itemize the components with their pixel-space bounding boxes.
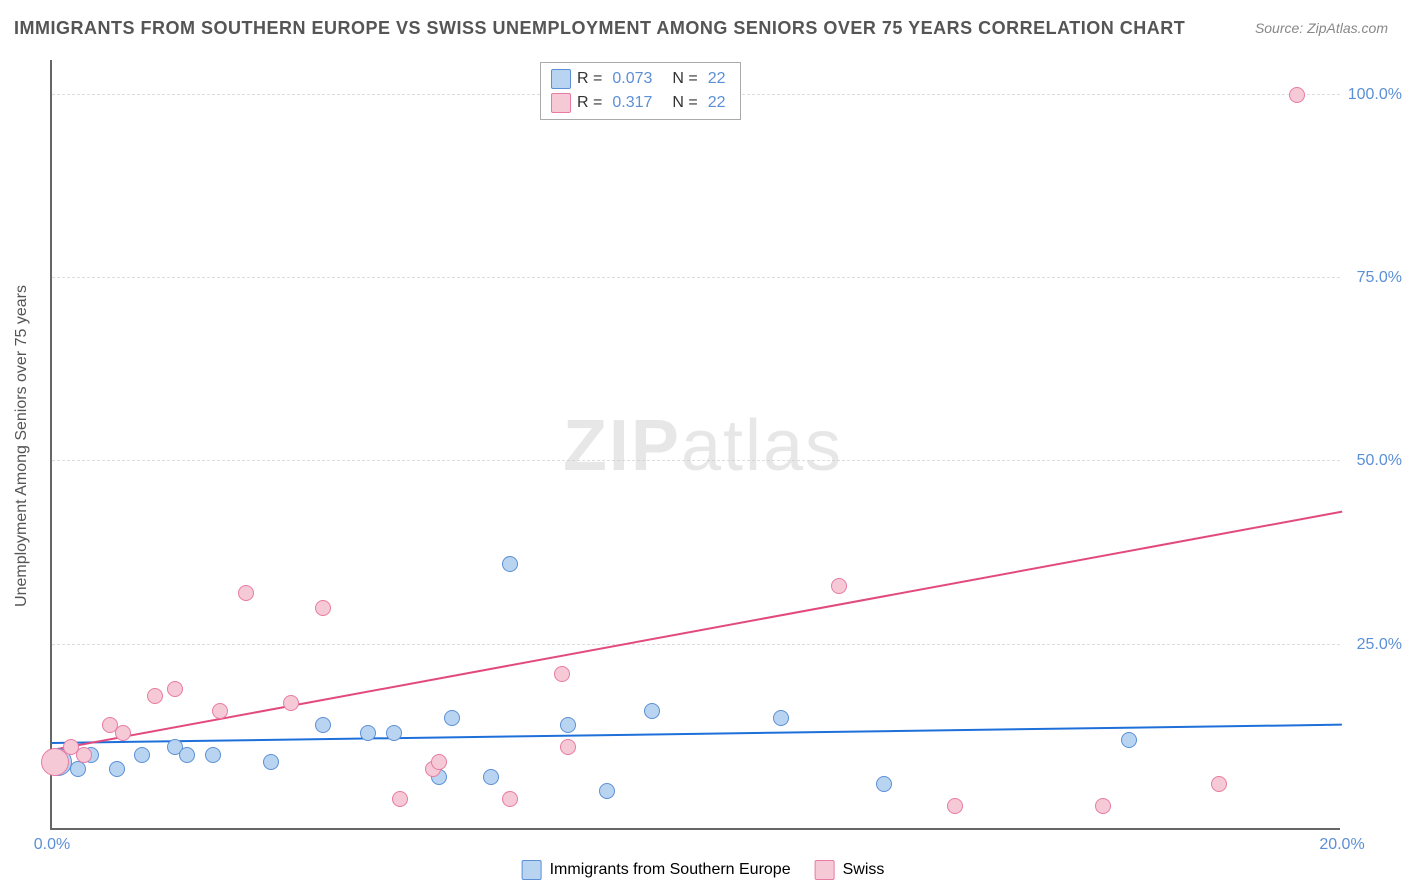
data-point <box>205 747 221 763</box>
source-label: Source: ZipAtlas.com <box>1255 20 1388 36</box>
data-point <box>773 710 789 726</box>
legend-swatch <box>815 860 835 880</box>
plot-area: 25.0%50.0%75.0%100.0%0.0%20.0% <box>50 60 1340 830</box>
data-point <box>315 600 331 616</box>
legend-swatch <box>551 93 571 113</box>
legend-n-value: 22 <box>704 94 730 112</box>
series-legend: Immigrants from Southern Europe Swiss <box>522 860 885 880</box>
data-point <box>1095 798 1111 814</box>
legend-r-value: 0.317 <box>608 94 656 112</box>
data-point <box>1211 776 1227 792</box>
data-point <box>315 717 331 733</box>
data-point <box>444 710 460 726</box>
data-point <box>179 747 195 763</box>
legend-r-value: 0.073 <box>608 70 656 88</box>
legend-swatch <box>522 860 542 880</box>
data-point <box>599 783 615 799</box>
trend-line <box>52 723 1342 743</box>
data-point <box>1289 87 1305 103</box>
data-point <box>554 666 570 682</box>
legend-item: Immigrants from Southern Europe <box>522 860 791 880</box>
y-tick-label: 100.0% <box>1348 86 1402 104</box>
data-point <box>360 725 376 741</box>
data-point <box>560 717 576 733</box>
legend-swatch <box>551 69 571 89</box>
y-tick-label: 50.0% <box>1357 452 1402 470</box>
x-tick-label: 0.0% <box>34 836 70 854</box>
data-point <box>70 761 86 777</box>
data-point <box>876 776 892 792</box>
data-point <box>483 769 499 785</box>
data-point <box>238 585 254 601</box>
data-point <box>212 703 228 719</box>
chart-title: IMMIGRANTS FROM SOUTHERN EUROPE VS SWISS… <box>14 18 1185 39</box>
data-point <box>76 747 92 763</box>
data-point <box>167 681 183 697</box>
data-point <box>947 798 963 814</box>
data-point <box>263 754 279 770</box>
data-point <box>431 754 447 770</box>
legend-n-label: N = <box>672 70 697 88</box>
legend-row: R = 0.073 N = 22 <box>551 67 730 91</box>
data-point <box>560 739 576 755</box>
data-point <box>644 703 660 719</box>
data-point <box>386 725 402 741</box>
data-point <box>283 695 299 711</box>
data-point <box>502 556 518 572</box>
legend-item: Swiss <box>815 860 885 880</box>
y-axis-label: Unemployment Among Seniors over 75 years <box>13 285 31 607</box>
gridline <box>52 277 1340 278</box>
data-point <box>115 725 131 741</box>
legend-row: R = 0.317 N = 22 <box>551 91 730 115</box>
data-point <box>831 578 847 594</box>
x-tick-label: 20.0% <box>1319 836 1364 854</box>
trend-line <box>52 511 1342 751</box>
data-point <box>1121 732 1137 748</box>
y-tick-label: 75.0% <box>1357 269 1402 287</box>
legend-n-value: 22 <box>704 70 730 88</box>
legend-label: Immigrants from Southern Europe <box>550 861 791 879</box>
legend-r-label: R = <box>577 70 602 88</box>
data-point <box>147 688 163 704</box>
data-point <box>134 747 150 763</box>
data-point <box>109 761 125 777</box>
gridline <box>52 460 1340 461</box>
data-point <box>502 791 518 807</box>
correlation-legend: R = 0.073 N = 22 R = 0.317 N = 22 <box>540 62 741 120</box>
data-point <box>392 791 408 807</box>
gridline <box>52 644 1340 645</box>
legend-label: Swiss <box>843 861 885 879</box>
y-tick-label: 25.0% <box>1357 636 1402 654</box>
legend-r-label: R = <box>577 94 602 112</box>
legend-n-label: N = <box>672 94 697 112</box>
